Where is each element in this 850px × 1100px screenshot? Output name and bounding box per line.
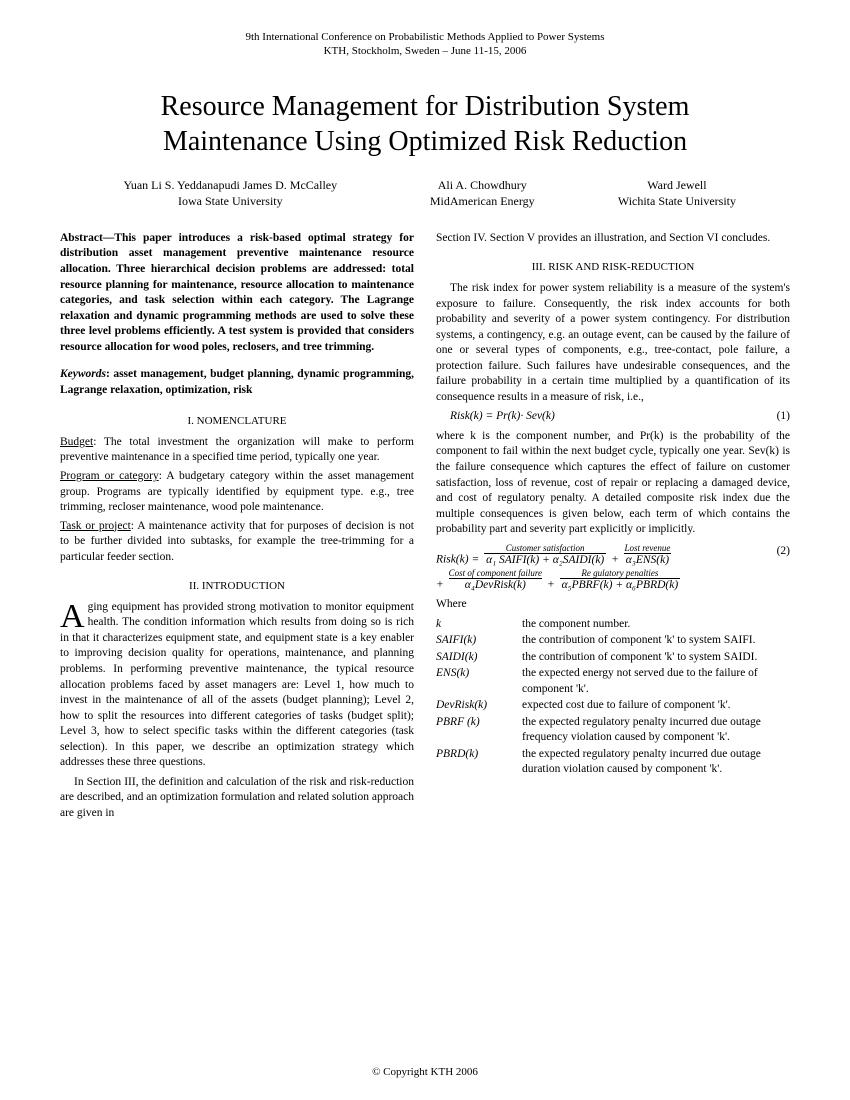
nomen-budget: Budget: The total investment the organiz… <box>60 435 414 466</box>
author-affil-mid: MidAmerican Energy <box>391 193 574 209</box>
keywords-label: Keywords <box>60 368 106 380</box>
eq1-number: (1) <box>777 409 790 425</box>
author-affil-right: Wichita State University <box>574 193 780 209</box>
section-head-nomenclature: I. NOMENCLATURE <box>60 414 414 429</box>
eq2-rp-body: α₅PBRF(k) + α₆PBRD(k) <box>560 578 681 593</box>
page: 9th International Conference on Probabil… <box>0 0 850 845</box>
nomen-budget-term: Budget <box>60 436 93 448</box>
definition-term: DevRisk(k) <box>436 698 522 714</box>
left-column: Abstract—This paper introduces a risk-ba… <box>60 231 414 825</box>
eq2-cf-label: Cost of component failure <box>449 569 542 578</box>
eq2-plus-2: + <box>436 579 447 591</box>
intro-para-2: In Section III, the definition and calcu… <box>60 775 414 822</box>
nomen-budget-def: : The total investment the organization … <box>60 436 414 464</box>
eq2-lr-body: α₃ENS(k) <box>624 553 671 568</box>
definition-row: SAIFI(k)the contribution of component 'k… <box>436 633 790 649</box>
equation-1: Risk(k) = Pr(k)· Sev(k) (1) <box>450 409 790 425</box>
header-line-1: 9th International Conference on Probabil… <box>60 30 790 44</box>
eq2-lr: Lost revenue α₃ENS(k) <box>624 544 671 568</box>
copyright-footer: © Copyright KTH 2006 <box>0 1066 850 1078</box>
author-names-right: Ward Jewell <box>574 177 780 193</box>
eq2-plus-1: + <box>611 553 619 565</box>
definition-text: the contribution of component 'k' to sys… <box>522 633 790 649</box>
eq2-lr-label: Lost revenue <box>624 544 671 553</box>
risk-para-1: The risk index for power system reliabil… <box>436 281 790 405</box>
nomen-program-term: Program or category <box>60 470 159 482</box>
definition-text: expected cost due to failure of componen… <box>522 698 790 714</box>
equation-2-line1: Risk(k) = Customer satisfaction α₁ SAIFI… <box>436 544 790 568</box>
definition-term: SAIFI(k) <box>436 633 522 649</box>
eq2-cs-label: Customer satisfaction <box>484 544 606 553</box>
definition-term: PBRF (k) <box>436 715 522 746</box>
keywords-block: Keywords: asset management, budget plann… <box>60 367 414 398</box>
paper-title: Resource Management for Distribution Sys… <box>90 89 760 159</box>
header-line-2: KTH, Stockholm, Sweden – June 11-15, 200… <box>60 44 790 58</box>
dropcap: A <box>60 600 88 631</box>
nomen-task-term: Task or project <box>60 520 131 532</box>
intro-para-1: Aging equipment has provided strong moti… <box>60 600 414 771</box>
definition-row: DevRisk(k)expected cost due to failure o… <box>436 698 790 714</box>
eq2-cs-body: α₁ SAIFI(k) + α₂SAIDI(k) <box>484 553 606 568</box>
two-column-body: Abstract—This paper introduces a risk-ba… <box>60 231 790 825</box>
eq1-body: Risk(k) = Pr(k)· Sev(k) <box>450 410 555 422</box>
definition-text: the component number. <box>522 617 790 633</box>
author-group-right: Ward Jewell Wichita State University <box>574 177 780 209</box>
eq2-cf-body: α₄DevRisk(k) <box>449 578 542 593</box>
definition-row: PBRF (k)the expected regulatory penalty … <box>436 715 790 746</box>
definition-term: k <box>436 617 522 633</box>
definition-row: SAIDI(k)the contribution of component 'k… <box>436 650 790 666</box>
eq2-cs: Customer satisfaction α₁ SAIFI(k) + α₂SA… <box>484 544 606 568</box>
authors-row: Yuan Li S. Yeddanapudi James D. McCalley… <box>70 177 780 209</box>
section-head-introduction: II. INTRODUCTION <box>60 579 414 594</box>
author-group-mid: Ali A. Chowdhury MidAmerican Energy <box>391 177 574 209</box>
abstract: Abstract—This paper introduces a risk-ba… <box>60 231 414 355</box>
intro-para-1-text: ging equipment has provided strong motiv… <box>60 601 414 768</box>
author-affil-left: Iowa State University <box>70 193 391 209</box>
where-label: Where <box>436 597 790 613</box>
definition-text: the expected regulatory penalty incurred… <box>522 747 790 778</box>
definition-term: PBRD(k) <box>436 747 522 778</box>
definition-row: ENS(k)the expected energy not served due… <box>436 666 790 697</box>
right-column: Section IV. Section V provides an illust… <box>436 231 790 825</box>
definition-text: the expected regulatory penalty incurred… <box>522 715 790 746</box>
definition-term: SAIDI(k) <box>436 650 522 666</box>
definition-text: the expected energy not served due to th… <box>522 666 790 697</box>
conference-header: 9th International Conference on Probabil… <box>60 30 790 59</box>
author-names-mid: Ali A. Chowdhury <box>391 177 574 193</box>
col2-continuation: Section IV. Section V provides an illust… <box>436 231 790 247</box>
risk-para-2: where k is the component number, and Pr(… <box>436 429 790 538</box>
author-names-left: Yuan Li S. Yeddanapudi James D. McCalley <box>70 177 391 193</box>
eq2-plus-3: + <box>547 579 558 591</box>
definition-row: PBRD(k)the expected regulatory penalty i… <box>436 747 790 778</box>
eq2-number: (2) <box>777 544 790 560</box>
definition-term: ENS(k) <box>436 666 522 697</box>
eq2-rp: Re gulatory penalties α₅PBRF(k) + α₆PBRD… <box>560 569 681 593</box>
definition-row: kthe component number. <box>436 617 790 633</box>
author-group-left: Yuan Li S. Yeddanapudi James D. McCalley… <box>70 177 391 209</box>
nomen-program: Program or category: A budgetary categor… <box>60 469 414 516</box>
equation-2-line2: + Cost of component failure α₄DevRisk(k)… <box>436 569 790 593</box>
section-head-risk: III. RISK AND RISK-REDUCTION <box>436 260 790 275</box>
definition-list: kthe component number.SAIFI(k)the contri… <box>436 617 790 778</box>
definition-text: the contribution of component 'k' to sys… <box>522 650 790 666</box>
eq2-cf: Cost of component failure α₄DevRisk(k) <box>449 569 542 593</box>
nomen-task: Task or project: A maintenance activity … <box>60 519 414 566</box>
eq2-rp-label: Re gulatory penalties <box>560 569 681 578</box>
keywords-text: : asset management, budget planning, dyn… <box>60 368 414 396</box>
eq2-lead: Risk(k) = <box>436 553 482 565</box>
